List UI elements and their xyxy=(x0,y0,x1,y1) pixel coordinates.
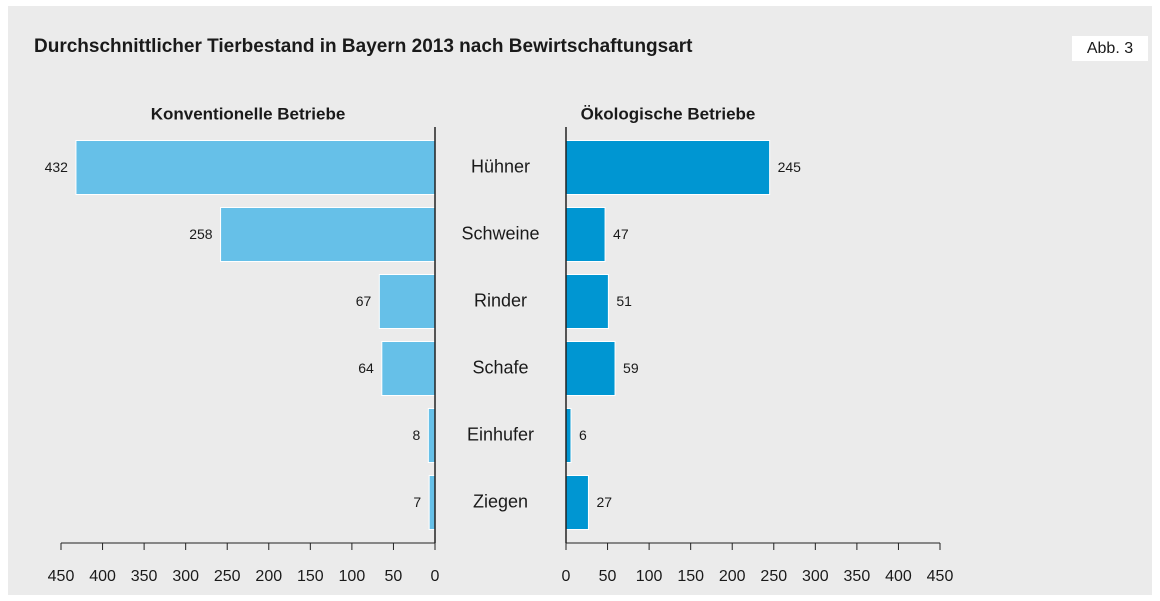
x-tick-label: 150 xyxy=(297,568,324,585)
x-tick-label: 400 xyxy=(885,568,912,585)
bar xyxy=(75,140,436,195)
x-tick-label: 400 xyxy=(89,568,116,585)
value-label: 8 xyxy=(413,427,421,443)
figure-label: Abb. 3 xyxy=(1087,40,1133,57)
x-tick-label: 100 xyxy=(339,568,366,585)
x-tick-label: 300 xyxy=(802,568,829,585)
category-label: Rinder xyxy=(474,290,527,310)
value-label: 47 xyxy=(613,226,629,242)
category-label: Ziegen xyxy=(473,491,528,511)
x-tick-label: 350 xyxy=(131,568,158,585)
bar xyxy=(565,274,609,329)
bar xyxy=(565,207,606,262)
value-label: 59 xyxy=(623,360,639,376)
x-tick-label: 450 xyxy=(927,568,954,585)
x-tick-label: 50 xyxy=(599,568,617,585)
x-tick-label: 350 xyxy=(844,568,871,585)
category-label: Einhufer xyxy=(467,424,534,444)
x-tick-label: 0 xyxy=(562,568,571,585)
value-label: 245 xyxy=(778,159,802,175)
x-tick-label: 250 xyxy=(214,568,241,585)
bar xyxy=(565,140,771,195)
bar xyxy=(220,207,436,262)
value-label: 64 xyxy=(358,360,374,376)
series-title: Konventionelle Betriebe xyxy=(151,104,346,123)
bar xyxy=(427,408,436,463)
bar xyxy=(565,475,589,530)
series-title: Ökologische Betriebe xyxy=(581,104,756,123)
category-label: Hühner xyxy=(471,156,530,176)
value-label: 51 xyxy=(616,293,632,309)
x-tick-label: 300 xyxy=(172,568,199,585)
bar xyxy=(428,475,436,530)
value-label: 67 xyxy=(356,293,372,309)
x-tick-label: 0 xyxy=(431,568,440,585)
value-label: 7 xyxy=(413,494,421,510)
value-label: 258 xyxy=(189,226,213,242)
value-label: 6 xyxy=(579,427,587,443)
bar xyxy=(565,341,616,396)
value-label: 432 xyxy=(45,159,69,175)
x-tick-label: 200 xyxy=(255,568,282,585)
category-label: Schweine xyxy=(461,223,539,243)
x-tick-label: 50 xyxy=(385,568,403,585)
value-label: 27 xyxy=(596,494,612,510)
label-box xyxy=(1072,36,1148,61)
x-tick-label: 200 xyxy=(719,568,746,585)
x-tick-label: 450 xyxy=(48,568,75,585)
chart-title: Durchschnittlicher Tierbestand in Bayern… xyxy=(34,36,693,57)
x-tick-label: 150 xyxy=(677,568,704,585)
x-tick-label: 100 xyxy=(636,568,663,585)
bar xyxy=(378,274,436,329)
category-label: Schafe xyxy=(472,357,528,377)
bar xyxy=(381,341,436,396)
x-tick-label: 250 xyxy=(760,568,787,585)
